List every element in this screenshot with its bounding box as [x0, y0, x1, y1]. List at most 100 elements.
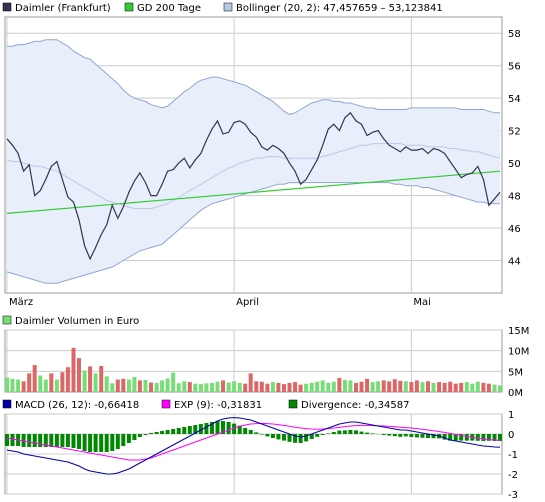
volume-bar: [237, 382, 242, 392]
volume-y-tick-label: 0M: [508, 388, 523, 399]
volume-bar: [104, 376, 109, 392]
volume-bar: [49, 373, 54, 392]
divergence-bar: [392, 434, 397, 437]
divergence-bar: [370, 433, 375, 434]
volume-bar: [115, 379, 120, 392]
volume-bar: [137, 380, 142, 392]
volume-bar: [409, 382, 414, 392]
price-y-tick-label: 46: [508, 224, 521, 235]
volume-bar: [387, 381, 392, 392]
divergence-bar: [198, 424, 203, 434]
divergence-bar: [326, 433, 331, 434]
divergence-bar: [226, 422, 231, 434]
divergence-bar: [32, 434, 37, 447]
divergence-bar: [143, 434, 148, 435]
volume-bar: [32, 365, 37, 392]
divergence-bar: [403, 434, 408, 437]
divergence-bar: [481, 434, 486, 441]
divergence-bar: [54, 434, 59, 447]
volume-bar: [414, 380, 419, 392]
volume-bar: [171, 372, 176, 392]
volume-bar: [442, 382, 447, 392]
volume-bar: [99, 366, 104, 392]
price-y-tick-label: 50: [508, 159, 521, 170]
price-y-axis: 44 46 48 50 52 54 56 58: [508, 29, 521, 267]
volume-bar: [403, 381, 408, 392]
volume-bar: [282, 384, 286, 392]
volume-bar: [342, 380, 347, 392]
divergence-bar: [204, 423, 209, 434]
divergence-bar: [459, 434, 464, 441]
divergence-bar: [154, 432, 159, 434]
bollinger-middle-line: [6, 143, 501, 210]
volume-bar: [21, 381, 26, 392]
macd-gridlines: [5, 413, 502, 495]
volume-plot-area: [5, 347, 502, 392]
volume-bar: [287, 382, 292, 392]
volume-bar: [43, 379, 48, 392]
price-y-tick-label: 48: [508, 192, 521, 203]
volume-bar: [398, 380, 403, 392]
divergence-bar: [10, 434, 15, 446]
price-panel: 44 46 48 50 52 54 56 58 März April Mai: [4, 16, 521, 308]
volume-bar: [126, 379, 131, 392]
volume-bar: [426, 381, 430, 392]
macd-legend: MACD (26, 12): -0,66418 EXP (9): -0,3183…: [2, 399, 409, 411]
divergence-bar: [486, 434, 491, 441]
divergence-bar: [298, 434, 303, 443]
divergence-bar: [342, 430, 347, 434]
divergence-bar: [126, 434, 131, 443]
macd-panel: 1 0 -1 -2 -3: [4, 410, 518, 501]
legend-swatch-divergence: [288, 399, 298, 409]
volume-bar: [121, 378, 126, 392]
divergence-bar: [132, 434, 137, 440]
divergence-bar: [187, 426, 192, 434]
price-x-tick-label: März: [9, 297, 33, 308]
volume-panel-frame: [4, 329, 503, 393]
legend-label-exp: EXP (9): -0,31831: [174, 400, 262, 411]
price-y-tick-label: 56: [508, 62, 521, 73]
volume-bar: [82, 370, 87, 392]
volume-bar: [259, 381, 264, 392]
volume-bar: [420, 382, 425, 392]
volume-bar: [204, 383, 209, 392]
divergence-bar: [442, 434, 447, 440]
volume-bar: [331, 381, 336, 392]
volume-bar: [376, 381, 381, 392]
divergence-bar: [304, 434, 309, 442]
legend-label-macd: MACD (26, 12): -0,66418: [15, 400, 139, 411]
legend-label-divergence: Divergence: -0,34587: [301, 400, 409, 411]
legend-swatch-bollinger: [223, 2, 233, 12]
volume-bar: [492, 384, 497, 392]
volume-bar: [464, 382, 469, 392]
divergence-bar: [243, 428, 248, 434]
volume-legend: Daimler Volumen in Euro: [2, 315, 139, 327]
volume-bar: [359, 381, 364, 392]
divergence-bar: [115, 434, 120, 449]
divergence-bar: [426, 434, 430, 438]
volume-bar: [498, 385, 502, 392]
volume-bar: [38, 375, 43, 392]
volume-bar: [88, 366, 93, 392]
volume-bar: [16, 379, 21, 392]
volume-bar: [298, 384, 303, 392]
divergence-bar: [248, 430, 253, 434]
divergence-bar: [65, 434, 70, 447]
volume-bar: [93, 373, 98, 392]
volume-bar: [270, 382, 275, 392]
price-y-tick-label: 44: [508, 257, 521, 268]
divergence-bar: [77, 434, 81, 449]
volume-bar: [221, 380, 225, 392]
bollinger-upper-line: [7, 39, 500, 115]
macd-y-tick-label: -3: [508, 490, 518, 501]
divergence-bar: [354, 430, 358, 434]
volume-bar: [176, 383, 181, 392]
divergence-bar: [453, 434, 458, 441]
divergence-bar: [27, 434, 32, 447]
volume-bar: [304, 383, 309, 392]
volume-bar: [315, 381, 320, 392]
volume-bar: [232, 381, 237, 392]
volume-bar: [226, 382, 231, 392]
price-x-tick-label: April: [236, 297, 259, 308]
volume-bar: [160, 380, 165, 392]
